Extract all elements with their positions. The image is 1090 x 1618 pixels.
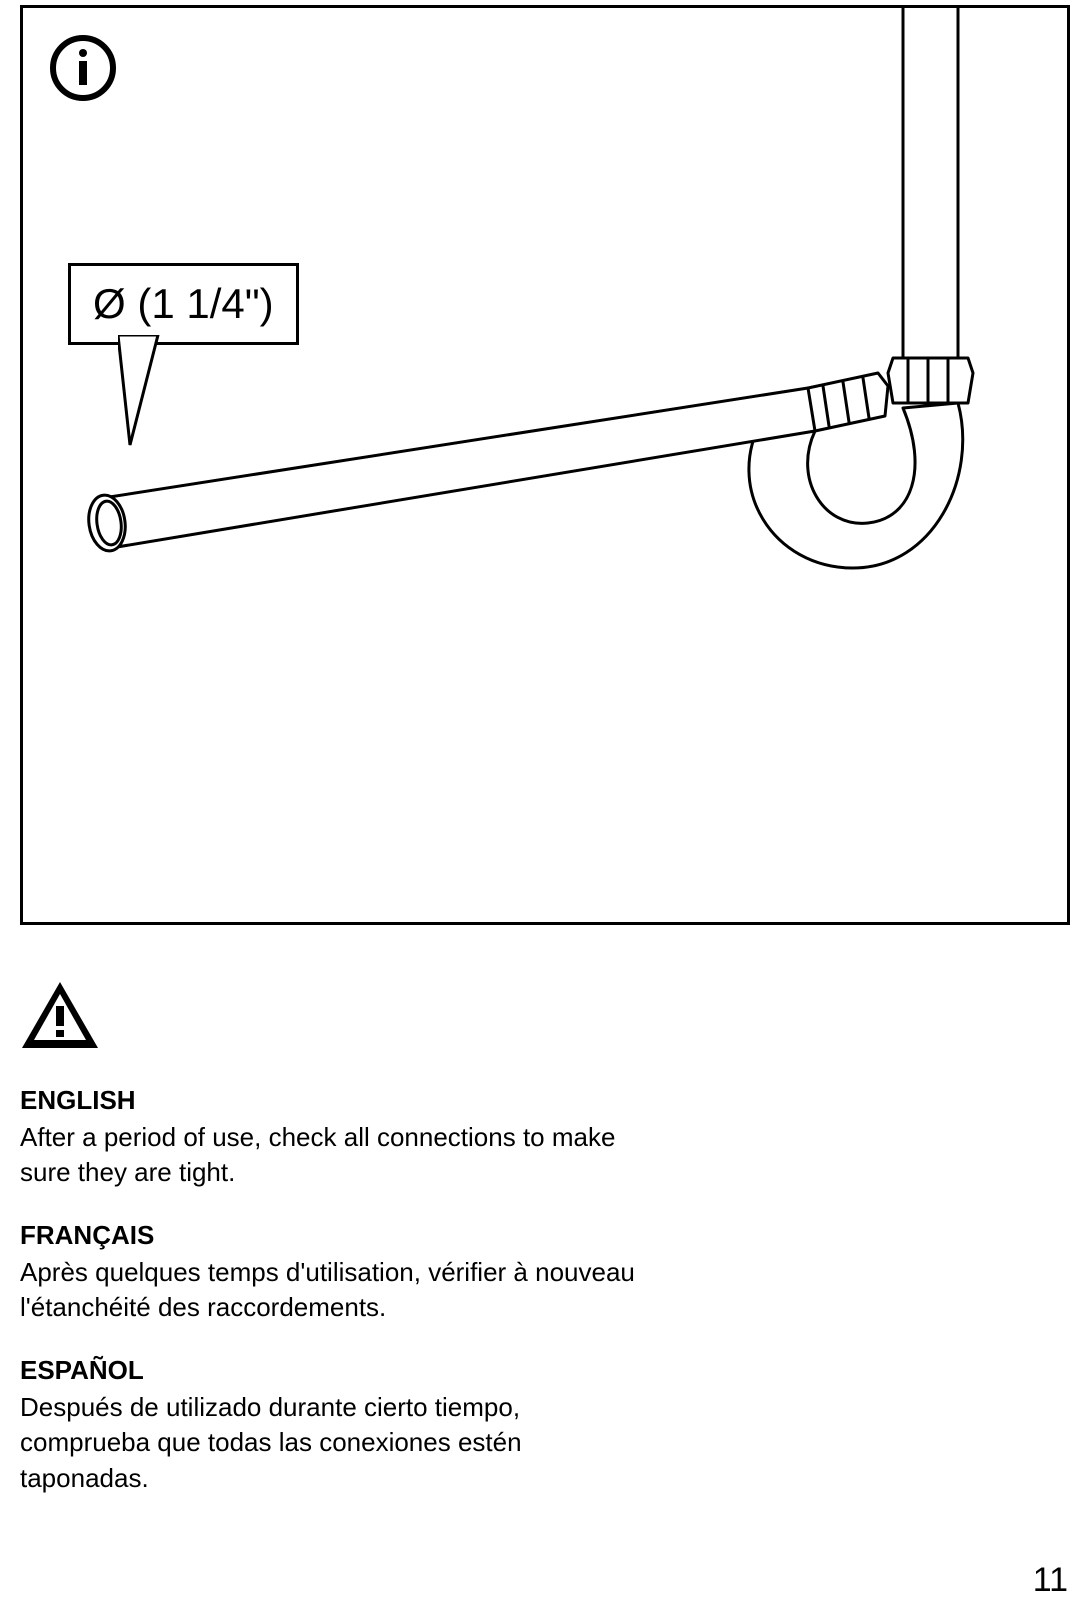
- callout-pointer: [118, 335, 198, 455]
- instruction-text: ENGLISH After a period of use, check all…: [20, 1085, 640, 1526]
- warning-icon: [20, 980, 100, 1052]
- pipe-diagram: [23, 8, 1073, 928]
- lang-block-francais: FRANÇAIS Après quelques temps d'utilisat…: [20, 1220, 640, 1325]
- lang-heading: ENGLISH: [20, 1085, 640, 1116]
- page-number: 11: [1033, 1561, 1068, 1600]
- callout-label: Ø (1 1/4"): [68, 263, 299, 345]
- diagram-frame: Ø (1 1/4"): [20, 5, 1070, 925]
- lang-heading: ESPAÑOL: [20, 1355, 640, 1386]
- lang-block-espanol: ESPAÑOL Después de utilizado durante cie…: [20, 1355, 640, 1495]
- lang-body: Después de utilizado durante cierto tiem…: [20, 1390, 640, 1495]
- lang-block-english: ENGLISH After a period of use, check all…: [20, 1085, 640, 1190]
- lang-heading: FRANÇAIS: [20, 1220, 640, 1251]
- diameter-callout: Ø (1 1/4"): [68, 263, 299, 345]
- lang-body: Après quelques temps d'utilisation, véri…: [20, 1255, 640, 1325]
- manual-page: Ø (1 1/4") ENGLISH After a period of use…: [0, 0, 1090, 1618]
- lang-body: After a period of use, check all connect…: [20, 1120, 640, 1190]
